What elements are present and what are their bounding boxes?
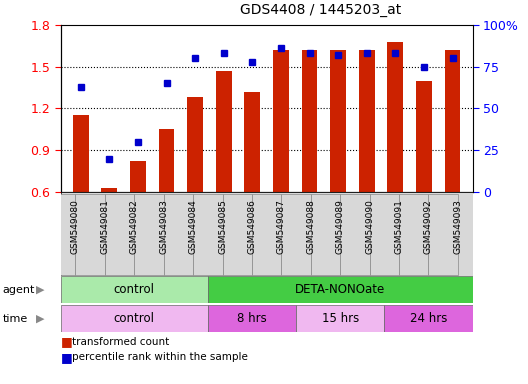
Bar — [164, 194, 193, 275]
Text: control: control — [114, 312, 155, 325]
Bar — [428, 194, 458, 275]
Bar — [216, 71, 232, 192]
Bar — [101, 188, 117, 192]
Text: DETA-NONOate: DETA-NONOate — [295, 283, 385, 296]
Bar — [134, 194, 164, 275]
Text: time: time — [3, 314, 28, 324]
Bar — [208, 305, 296, 332]
Text: GSM549090: GSM549090 — [365, 199, 374, 254]
Bar — [296, 305, 384, 332]
Text: ■: ■ — [61, 351, 72, 364]
Bar — [193, 194, 222, 275]
Text: control: control — [114, 283, 155, 296]
Bar — [388, 42, 403, 192]
Bar — [187, 98, 203, 192]
Bar — [281, 194, 311, 275]
Text: GSM549088: GSM549088 — [306, 199, 315, 254]
Text: ▶: ▶ — [36, 285, 44, 295]
Bar — [384, 305, 473, 332]
Bar — [445, 50, 460, 192]
Bar — [61, 192, 473, 276]
Text: GSM549082: GSM549082 — [130, 199, 139, 253]
Text: GSM549087: GSM549087 — [277, 199, 286, 254]
Bar — [76, 194, 105, 275]
Text: 8 hrs: 8 hrs — [237, 312, 267, 325]
Text: GSM549086: GSM549086 — [248, 199, 257, 254]
Text: GSM549085: GSM549085 — [218, 199, 227, 254]
Bar — [340, 194, 370, 275]
Text: percentile rank within the sample: percentile rank within the sample — [72, 352, 248, 362]
Bar — [359, 50, 374, 192]
Text: 24 hrs: 24 hrs — [410, 312, 447, 325]
Bar — [273, 50, 289, 192]
Text: GSM549091: GSM549091 — [394, 199, 403, 254]
Bar — [208, 276, 473, 303]
Bar — [416, 81, 432, 192]
Bar — [130, 161, 146, 192]
Bar — [61, 276, 208, 303]
Text: transformed count: transformed count — [72, 337, 169, 347]
Bar — [252, 194, 281, 275]
Text: GSM549083: GSM549083 — [159, 199, 168, 254]
Text: GSM549093: GSM549093 — [454, 199, 463, 254]
Text: GSM549080: GSM549080 — [71, 199, 80, 254]
Bar — [370, 194, 399, 275]
Bar — [222, 194, 252, 275]
Text: GSM549084: GSM549084 — [188, 199, 197, 253]
Bar — [399, 194, 428, 275]
Bar — [73, 116, 89, 192]
Text: agent: agent — [3, 285, 35, 295]
Bar — [105, 194, 134, 275]
Bar — [159, 129, 174, 192]
Text: GDS4408 / 1445203_at: GDS4408 / 1445203_at — [240, 3, 401, 17]
Bar — [61, 305, 208, 332]
Text: ■: ■ — [61, 335, 72, 348]
Bar — [46, 194, 76, 275]
Bar — [331, 50, 346, 192]
Text: GSM549089: GSM549089 — [336, 199, 345, 254]
Text: 15 hrs: 15 hrs — [322, 312, 359, 325]
Bar — [311, 194, 340, 275]
Text: GSM549092: GSM549092 — [424, 199, 433, 253]
Text: ▶: ▶ — [36, 314, 44, 324]
Bar — [301, 50, 317, 192]
Text: GSM549081: GSM549081 — [100, 199, 109, 254]
Bar — [244, 92, 260, 192]
